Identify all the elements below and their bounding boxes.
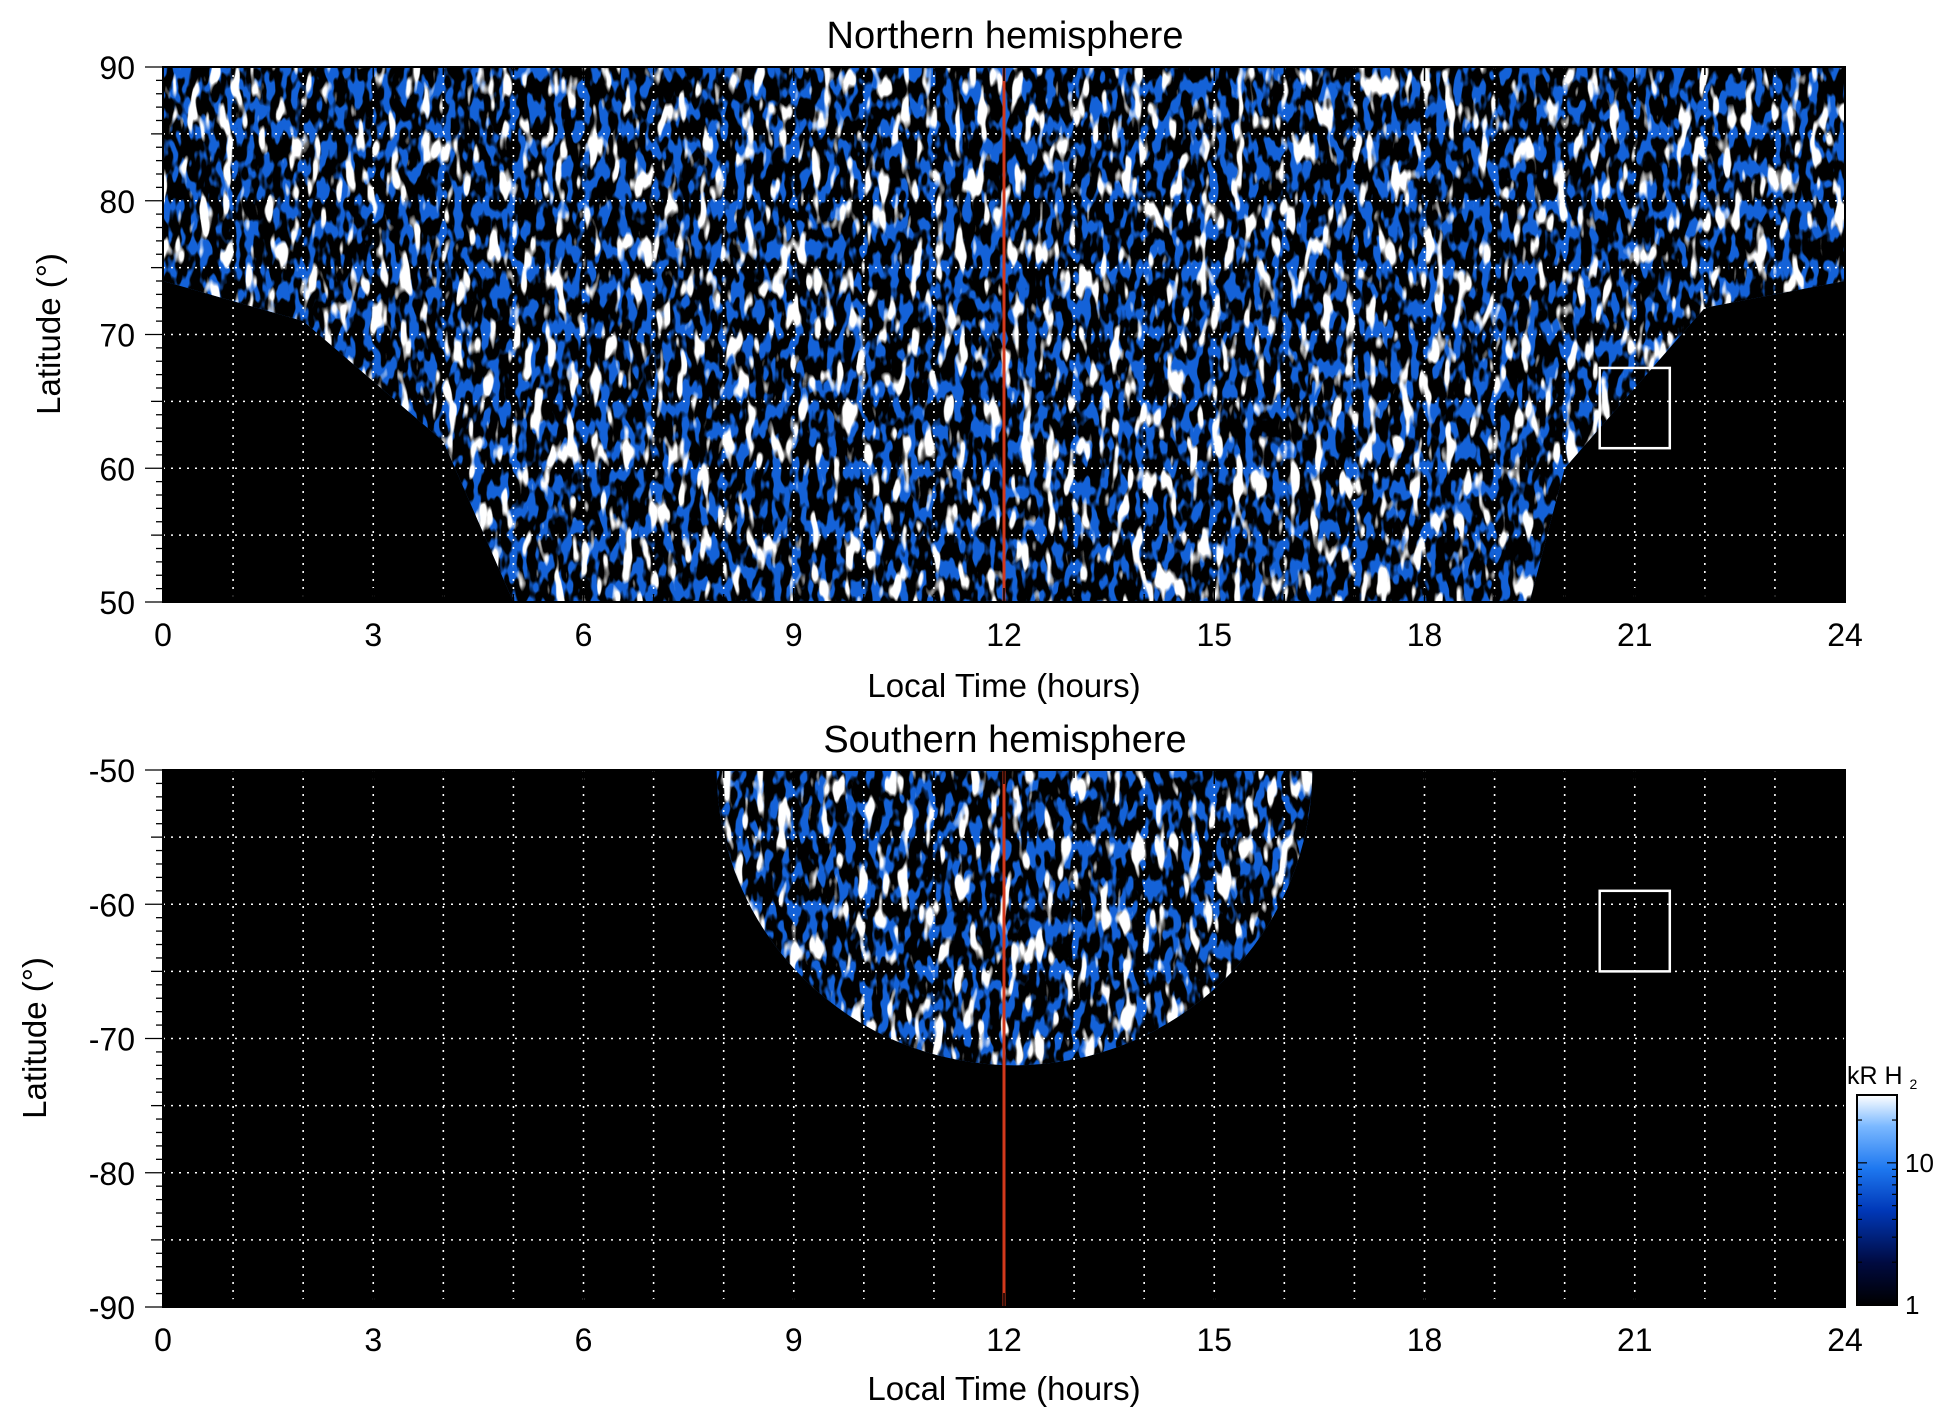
x-tick-label: 24	[1827, 617, 1863, 653]
highlight-box-south	[1598, 889, 1672, 973]
chart-title-north: Northern hemisphere	[827, 15, 1184, 57]
colorbar-ticks: 1 10	[1857, 1094, 1934, 1320]
y-tick-label: 50	[99, 585, 135, 621]
x-tick-label: 18	[1407, 617, 1443, 653]
northern-hemisphere-panel: Northern hemisphere 0 3 6 9 12 15 18 21 24 50 60 70…	[30, 15, 1863, 704]
chart-title-south: Southern hemisphere	[823, 719, 1186, 761]
y-tick-label: 80	[99, 184, 135, 220]
y-tick-label: 70	[99, 318, 135, 354]
x-axis-label-south: Local Time (hours)	[867, 1370, 1140, 1407]
aurora-emission-south	[716, 770, 1313, 1066]
southern-hemisphere-panel: Southern hemisphere 0 3 6 9 12 15 18 21 24 -90 -80…	[16, 719, 1863, 1407]
x-axis-label-north: Local Time (hours)	[867, 667, 1140, 704]
colorbar-gradient	[1856, 1094, 1898, 1306]
x-tick-label: 0	[154, 1322, 172, 1358]
y-tick-label: 90	[99, 50, 135, 86]
colorbar-label-text: kR H	[1847, 1062, 1903, 1090]
x-tick-label: 18	[1407, 1322, 1443, 1358]
colorbar-label-subscript: 2	[1910, 1076, 1918, 1092]
x-tick-label: 12	[986, 617, 1022, 653]
x-tick-label: 6	[575, 1322, 593, 1358]
highlight-box-north	[1598, 366, 1672, 450]
x-tick-label: 21	[1617, 1322, 1653, 1358]
colorbar-label: kR H 2	[1847, 1062, 1918, 1092]
x-tick-label: 15	[1196, 1322, 1232, 1358]
x-tick-label: 0	[154, 617, 172, 653]
x-tick-label: 21	[1617, 617, 1653, 653]
y-tick-label: -70	[89, 1022, 135, 1058]
x-tick-label: 12	[986, 1322, 1022, 1358]
y-tick-label: -90	[89, 1290, 135, 1326]
y-tick-label: 60	[99, 451, 135, 487]
y-tick-label: -60	[89, 887, 135, 923]
x-tick-label: 15	[1196, 617, 1232, 653]
x-tick-label: 3	[364, 617, 382, 653]
y-axis-label-south: Latitude (°)	[16, 957, 53, 1119]
colorbar: kR H 2 1 10	[1847, 1062, 1934, 1320]
x-tick-label: 6	[575, 617, 593, 653]
x-tick-label: 9	[785, 1322, 803, 1358]
x-tick-label: 24	[1827, 1322, 1863, 1358]
y-axis-label-north: Latitude (°)	[30, 253, 67, 415]
x-tick-label: 9	[785, 617, 803, 653]
y-tick-label: -50	[89, 753, 135, 789]
y-tick-label: -80	[89, 1156, 135, 1192]
axes-north: 0 3 6 9 12 15 18 21 24 50 60 70 80 90	[99, 50, 1862, 653]
colorbar-tick-label: 1	[1905, 1290, 1919, 1320]
x-tick-label: 3	[364, 1322, 382, 1358]
axes-south: 0 3 6 9 12 15 18 21 24 -90 -80 -70 -60 -50	[89, 753, 1863, 1358]
colorbar-tick-label: 10	[1905, 1148, 1934, 1178]
